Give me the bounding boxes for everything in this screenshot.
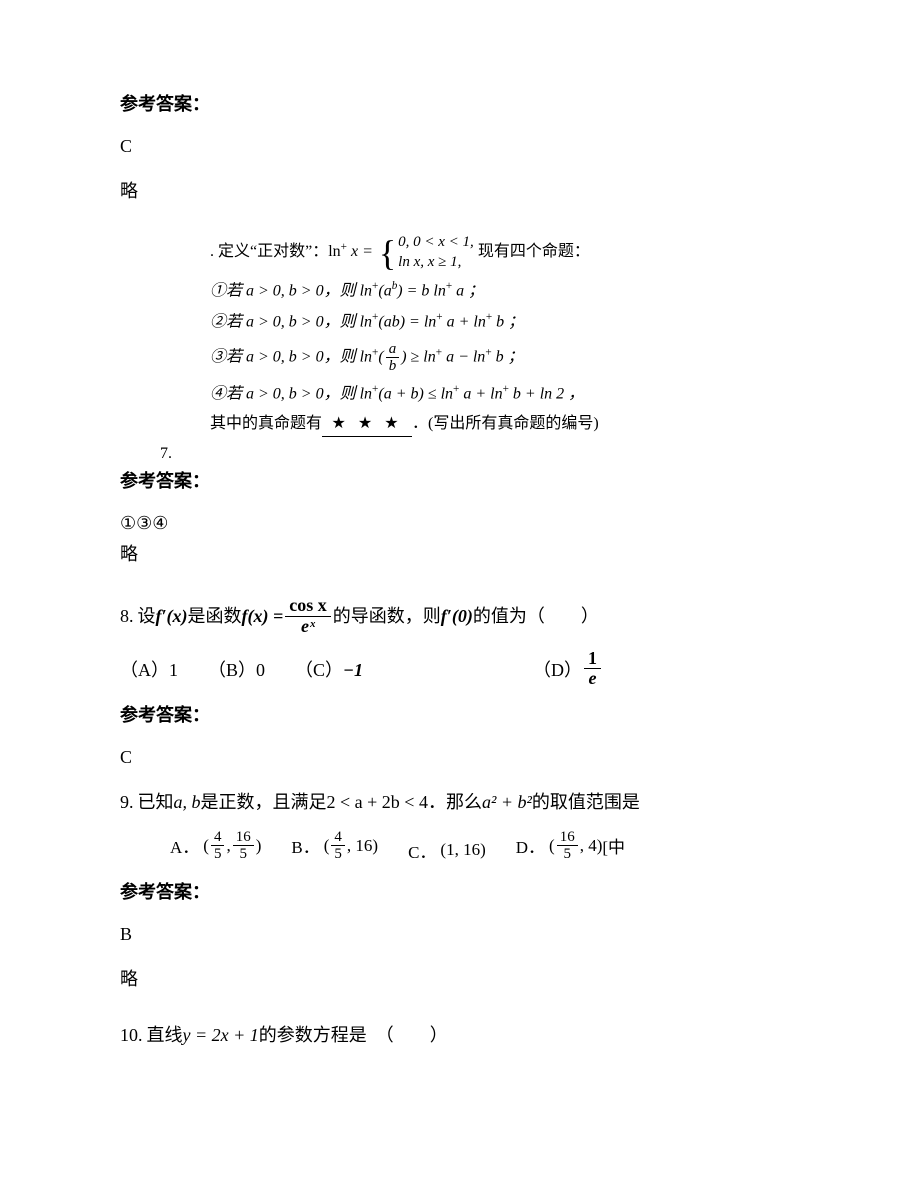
q7-prop4: ④若 a > 0, b > 0，则 ln+(a + b) ≤ ln+ a + l… <box>210 381 920 406</box>
q8-opt-b: （B）0 <box>208 656 265 682</box>
q9-expr: a² + b² <box>482 788 532 817</box>
answer-heading-9: 参考答案： <box>120 878 920 904</box>
answer-8: C <box>120 747 920 768</box>
q8-number: 8. <box>120 602 134 631</box>
omit-7: 略 <box>120 540 920 566</box>
answer-heading-7: 参考答案： <box>120 467 920 493</box>
q9-opt-c: C． (1, 16) <box>408 838 486 863</box>
q7-prop3: ③若 a > 0, b > 0，则 ln+(ab) ≥ ln+ a − ln+ … <box>210 341 920 375</box>
question-8: 8. 设 f′(x) 是函数 f(x) = cos x eˣ 的导函数，则 f′… <box>120 596 920 637</box>
answer-7: ①③④ <box>120 513 920 534</box>
q10-number: 10. <box>120 1021 143 1050</box>
q7-def-suffix: 现有四个命题： <box>478 243 590 260</box>
q9-opt-b: B． ( 45 , 16) <box>291 829 378 863</box>
q8-options: （A）1 （B）0 （C）−1 （D） 1 e <box>120 649 920 690</box>
q8-fraction: cos x eˣ <box>285 596 331 637</box>
q8-fprime0: f′(0) <box>441 602 473 631</box>
q7-number: 7. <box>160 445 920 463</box>
q7-case2: ln x, x ≥ 1, <box>398 253 474 273</box>
answer-heading: 参考答案： <box>120 90 920 116</box>
q7-def-prefix: . 定义“正对数”：ln <box>210 243 341 260</box>
answer-pre: C <box>120 136 920 157</box>
omit-9: 略 <box>120 965 920 991</box>
q9-number: 9. <box>120 788 134 817</box>
q8-opt-c: （C）−1 <box>295 656 363 682</box>
question-10: 10. 直线 y = 2x + 1 的参数方程是 （ ） <box>120 1021 920 1050</box>
q10-eq: y = 2x + 1 <box>183 1021 259 1050</box>
q9-cond: 2 < a + 2b < 4 <box>327 788 428 817</box>
q8-opt-a: （A）1 <box>120 656 178 682</box>
q9-options: A． ( 45 , 165 ) B． ( 45 , 16) C． (1, 16)… <box>170 829 920 863</box>
q7-case1: 0, 0 < x < 1, <box>398 233 474 253</box>
question-7: . 定义“正对数”：ln+ x = { 0, 0 < x < 1, ln x, … <box>120 233 920 463</box>
q8-opt-d: （D） 1 e <box>533 649 603 690</box>
q9-opt-a: A． ( 45 , 165 ) <box>170 829 261 863</box>
q7-blank: ★ ★ ★ <box>322 412 412 437</box>
answer-9: B <box>120 924 920 945</box>
question-9: 9. 已知 a, b 是正数，且满足 2 < a + 2b < 4 ．那么 a²… <box>120 788 920 817</box>
q7-prop1: ①若 a > 0, b > 0，则 ln+(ab) = b ln+ a ； <box>210 278 920 303</box>
q7-definition: . 定义“正对数”：ln+ x = { 0, 0 < x < 1, ln x, … <box>210 233 920 272</box>
q7-tail: 其中的真命题有★ ★ ★．(写出所有真命题的编号) <box>210 412 920 437</box>
omit-pre: 略 <box>120 177 920 203</box>
q8-fprime: f′(x) <box>156 602 188 631</box>
q9-opt-d: D． ( 165 , 4) [中 <box>516 829 625 863</box>
q7-prop2: ②若 a > 0, b > 0，则 ln+(ab) = ln+ a + ln+ … <box>210 309 920 334</box>
q9-ab: a, b <box>174 788 201 817</box>
answer-heading-8: 参考答案： <box>120 701 920 727</box>
